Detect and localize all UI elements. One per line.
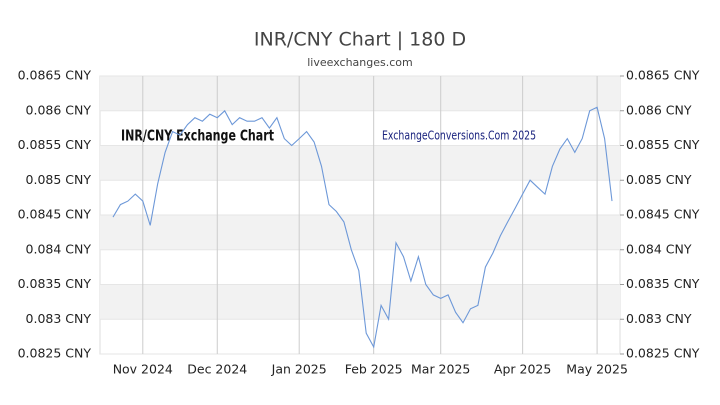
y-tick-label: 0.084 CNY [26,241,92,256]
x-tick-label: May 2025 [566,362,628,377]
grid-band [100,215,620,250]
y-tick-label: 0.086 CNY [26,102,92,117]
y2-tick-label: 0.0865 CNY [626,68,700,83]
y2-tick-label: 0.0845 CNY [626,207,700,222]
x-tick-label: Jan 2025 [271,362,327,377]
x-tick-label: Nov 2024 [113,362,173,377]
line-series [112,106,613,349]
x-tick-label: Apr 2025 [494,362,551,377]
y2-tick-label: 0.086 CNY [626,102,692,117]
watermark: INR/CNY Exchange Chart [121,127,274,144]
y-tick-label: 0.083 CNY [26,311,92,326]
y2-tick-label: 0.0835 CNY [626,276,700,291]
y2-tick-label: 0.084 CNY [626,241,692,256]
y2-tick-label: 0.0825 CNY [626,346,700,361]
x-tick-label: Dec 2024 [187,362,247,377]
grid-band [100,145,620,181]
x-tick-label: Feb 2025 [345,362,403,377]
chart-title: INR/CNY Chart | 180 D [254,29,466,51]
y-tick-label: 0.085 CNY [26,172,92,187]
y-tick-label: 0.0855 CNY [18,137,92,152]
grid-band [100,76,620,111]
y2-tick-label: 0.0855 CNY [626,137,700,152]
y2-tick-label: 0.083 CNY [626,311,692,326]
y-tick-label: 0.0865 CNY [18,68,92,83]
y-tick-label: 0.0825 CNY [18,346,92,361]
y-tick-label: 0.0845 CNY [18,207,92,222]
chart-subtitle: liveexchanges.com [307,56,412,69]
grid-band [100,284,620,320]
watermark: ExchangeConversions.Com 2025 [382,128,536,142]
y2-tick-label: 0.085 CNY [626,172,692,187]
x-tick-label: Mar 2025 [411,362,470,377]
y-tick-label: 0.0835 CNY [18,276,92,291]
